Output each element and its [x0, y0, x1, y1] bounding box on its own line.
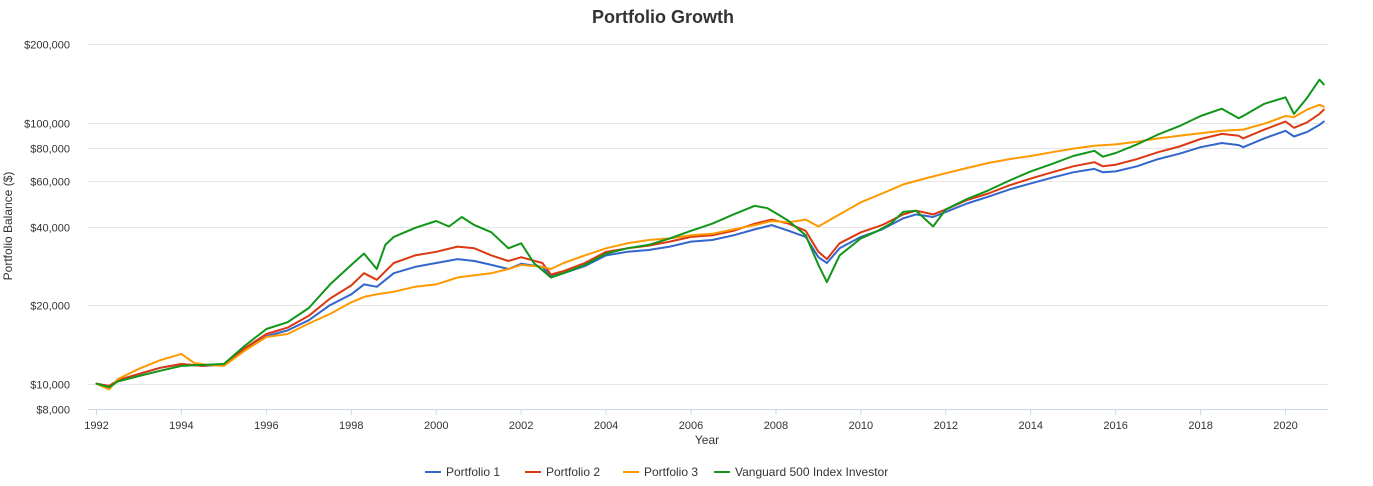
y-tick-label: $20,000 — [30, 301, 70, 313]
series-line-1 — [95, 120, 1325, 387]
x-tick-label: 2004 — [594, 420, 618, 432]
x-tick-label: 1996 — [254, 420, 278, 432]
x-tick-label: 2000 — [424, 420, 448, 432]
series-line-3 — [95, 103, 1325, 391]
y-tick-label: $100,000 — [24, 119, 70, 131]
x-axis-tick-labels: 1992 1994 1996 1998 2000 2002 2004 2006 2008 2010… — [84, 409, 1298, 432]
y-tick-label: $200,000 — [24, 40, 70, 52]
legend-item-label: Vanguard 500 Index Investor — [735, 465, 888, 479]
gridlines — [88, 44, 1328, 410]
x-tick-label: 2020 — [1273, 420, 1297, 432]
x-tick-label: 2018 — [1188, 420, 1212, 432]
x-tick-label: 2016 — [1103, 420, 1127, 432]
chart-title: Portfolio Growth — [592, 7, 734, 27]
y-tick-label: $40,000 — [30, 223, 70, 235]
x-tick-label: 2006 — [679, 420, 703, 432]
y-tick-label: $10,000 — [30, 380, 70, 392]
y-axis-title: Portfolio Balance ($) — [1, 172, 15, 281]
series-line-4 — [95, 78, 1325, 389]
legend-item-label: Portfolio 3 — [644, 465, 698, 479]
y-axis-tick-labels: $8,000 $10,000 $20,000 $40,000 $60,000 $80,00… — [24, 40, 70, 417]
x-tick-label: 1998 — [339, 420, 363, 432]
x-tick-label: 2002 — [509, 420, 533, 432]
x-axis-title: Year — [695, 433, 719, 447]
x-tick-label: 2010 — [849, 420, 873, 432]
x-tick-label: 1992 — [84, 420, 108, 432]
legend: Portfolio 1 Portfolio 2 Portfolio 3 Vanguar… — [425, 465, 888, 479]
series-lines — [95, 78, 1325, 391]
x-tick-label: 2008 — [764, 420, 788, 432]
x-tick-label: 1994 — [169, 420, 193, 432]
x-tick-label: 2014 — [1018, 420, 1042, 432]
y-tick-label: $8,000 — [36, 405, 70, 417]
legend-item-label: Portfolio 2 — [546, 465, 600, 479]
y-tick-label: $80,000 — [30, 144, 70, 156]
y-tick-label: $60,000 — [30, 177, 70, 189]
series-line-2 — [95, 108, 1325, 387]
legend-item-label: Portfolio 1 — [446, 465, 500, 479]
x-tick-label: 2012 — [934, 420, 958, 432]
